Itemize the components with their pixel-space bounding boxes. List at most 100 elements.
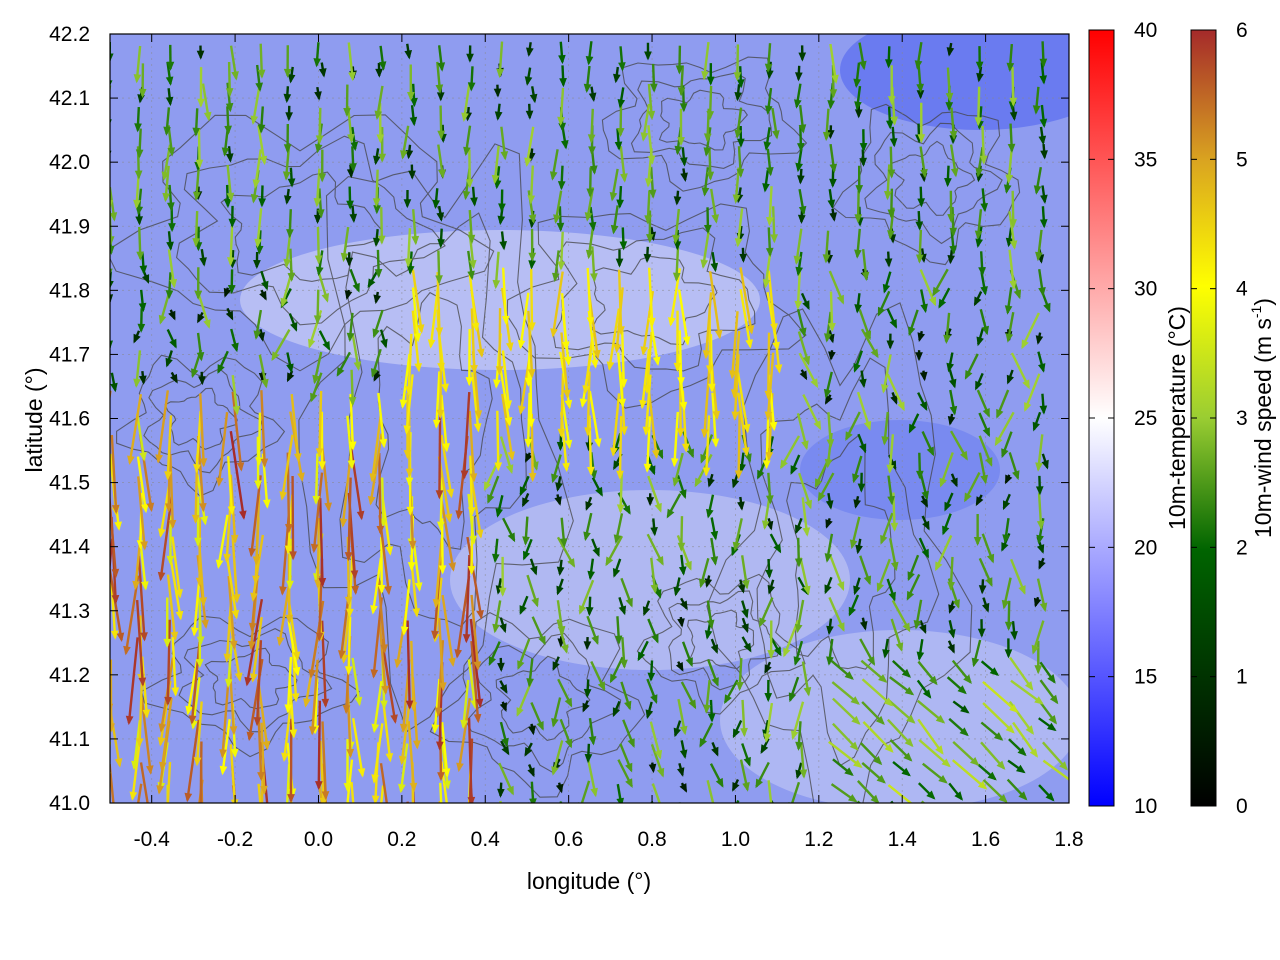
wind-arrow bbox=[974, 372, 984, 391]
wind-arrow bbox=[527, 165, 536, 205]
y-axis-label: latitude (°) bbox=[21, 367, 47, 472]
wind-arrow bbox=[618, 46, 626, 72]
wind-arrow bbox=[373, 291, 381, 305]
wind-arrow bbox=[138, 289, 147, 313]
wind-arrow bbox=[856, 800, 862, 803]
wind-arrow bbox=[1005, 227, 1014, 248]
wind-arrow bbox=[558, 41, 566, 65]
wind-arrow bbox=[125, 637, 139, 726]
wind-arrow bbox=[110, 173, 114, 209]
wind-arrow bbox=[519, 595, 529, 615]
colorbar-tick-label: 20 bbox=[1134, 536, 1157, 559]
wind-arrow bbox=[215, 514, 229, 569]
wind-arrow bbox=[168, 207, 176, 233]
wind-arrow bbox=[435, 412, 444, 500]
wind-arrow bbox=[764, 661, 772, 674]
wind-arrow bbox=[470, 372, 482, 433]
wind-arrow bbox=[795, 65, 803, 82]
colorbar-tick-label: 6 bbox=[1236, 19, 1248, 42]
wind-arrow bbox=[859, 555, 872, 586]
wind-arrow bbox=[848, 594, 860, 617]
wind-arrow bbox=[616, 103, 625, 137]
wind-arrow bbox=[737, 579, 746, 594]
wind-arrow bbox=[764, 679, 773, 703]
wind-arrow bbox=[797, 126, 805, 153]
wind-arrow bbox=[795, 148, 803, 173]
wind-arrow bbox=[555, 782, 564, 794]
wind-arrow bbox=[552, 656, 560, 671]
wind-arrow bbox=[917, 392, 928, 411]
wind-arrow bbox=[948, 600, 956, 614]
wind-arrow bbox=[347, 42, 356, 82]
wind-arrow bbox=[185, 658, 199, 716]
wind-arrow bbox=[282, 147, 291, 181]
wind-arrow bbox=[587, 415, 595, 476]
wind-arrow bbox=[796, 413, 809, 451]
wind-arrow bbox=[312, 351, 323, 385]
wind-arrow bbox=[979, 125, 988, 165]
wind-arrow bbox=[400, 125, 410, 160]
wind-arrow bbox=[346, 556, 354, 618]
wind-arrow bbox=[678, 802, 681, 803]
wind-arrow bbox=[583, 512, 593, 542]
wind-arrow bbox=[979, 308, 989, 336]
wind-arrow bbox=[501, 393, 515, 461]
y-axis: 41.0 41.1 41.2 41.3 41.4 41.5 41.6 41.7 41.8 41.9… bbox=[49, 23, 1069, 815]
wind-arrow bbox=[731, 354, 740, 421]
wind-arrow bbox=[996, 389, 1010, 419]
wind-arrow bbox=[500, 126, 509, 161]
wind-arrow bbox=[1009, 66, 1018, 107]
wind-arrow bbox=[348, 369, 357, 407]
wind-arrow bbox=[853, 62, 861, 88]
wind-arrow bbox=[646, 493, 655, 507]
wind-arrow bbox=[650, 743, 665, 778]
wind-arrow bbox=[734, 208, 744, 248]
wind-arrow bbox=[588, 206, 597, 232]
wind-arrow bbox=[1012, 721, 1038, 758]
wind-arrow bbox=[410, 83, 418, 108]
wind-arrow bbox=[583, 636, 592, 651]
wind-arrow bbox=[980, 271, 988, 296]
wind-arrow bbox=[852, 455, 863, 484]
wind-arrow bbox=[403, 189, 412, 209]
wind-arrow bbox=[876, 558, 891, 593]
wind-arrow bbox=[1039, 393, 1048, 415]
wind-arrow bbox=[248, 475, 262, 558]
wind-arrow bbox=[917, 102, 926, 144]
wind-arrow bbox=[407, 64, 415, 101]
wind-arrow bbox=[890, 392, 898, 405]
wind-arrow bbox=[831, 681, 860, 705]
x-tick-label: 0.2 bbox=[387, 828, 416, 851]
wind-arrow bbox=[492, 538, 500, 564]
wind-arrow bbox=[736, 146, 745, 178]
wind-arrow bbox=[553, 190, 563, 224]
wind-arrow bbox=[706, 780, 715, 803]
wind-arrow bbox=[1010, 352, 1030, 390]
wind-arrow bbox=[556, 536, 576, 568]
wind-arrow bbox=[830, 783, 858, 803]
wind-arrow bbox=[886, 308, 898, 329]
wind-arrow bbox=[828, 350, 836, 361]
wind-arrow bbox=[219, 719, 231, 776]
wind-arrow bbox=[1002, 517, 1010, 544]
wind-arrow bbox=[700, 231, 710, 269]
wind-arrow bbox=[767, 620, 775, 660]
wind-arrow bbox=[517, 638, 531, 670]
wind-arrow bbox=[192, 108, 201, 137]
wind-arrow bbox=[612, 700, 621, 718]
wind-arrow bbox=[1010, 679, 1044, 705]
wind-arrow bbox=[886, 698, 916, 724]
wind-arrow bbox=[915, 350, 923, 362]
wind-arrow bbox=[1041, 741, 1068, 771]
wind-arrow bbox=[887, 65, 896, 106]
wind-arrow bbox=[437, 105, 445, 140]
wind-arrow bbox=[917, 330, 925, 342]
wind-arrow bbox=[255, 64, 263, 92]
wind-arrow bbox=[340, 226, 350, 263]
wind-arrow bbox=[948, 717, 969, 737]
wind-arrow bbox=[675, 661, 684, 672]
colorbar-tick-label: 3 bbox=[1236, 407, 1248, 430]
wind-arrow bbox=[616, 416, 624, 480]
wind-arrow bbox=[470, 594, 482, 671]
wind-arrow bbox=[528, 802, 531, 803]
